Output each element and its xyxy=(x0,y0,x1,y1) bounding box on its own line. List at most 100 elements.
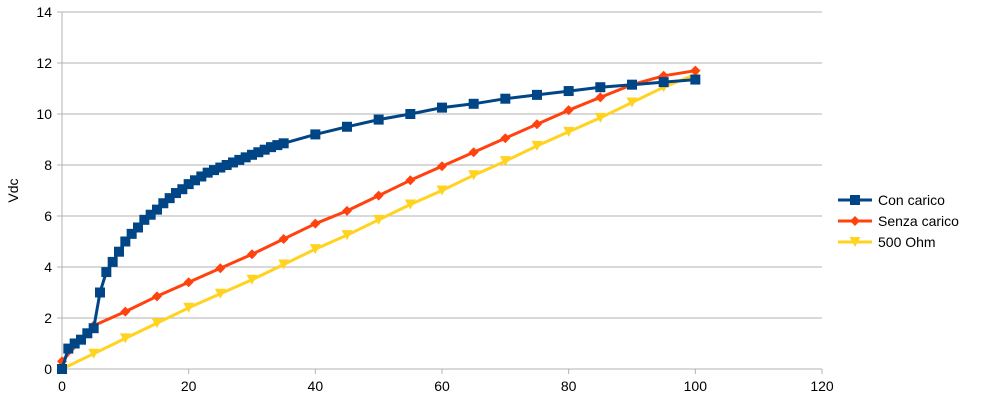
data-point xyxy=(82,328,93,339)
series-500-ohm xyxy=(56,69,701,374)
data-point xyxy=(532,119,542,130)
data-point xyxy=(247,149,257,160)
data-point xyxy=(266,142,276,153)
data-point xyxy=(171,188,181,199)
y-axis-title: Vdc xyxy=(5,178,21,202)
data-point xyxy=(95,287,105,298)
y-tick-label: 2 xyxy=(44,310,52,326)
data-point xyxy=(133,222,143,233)
data-point xyxy=(63,343,74,354)
data-point xyxy=(658,77,669,88)
x-tick-label: 0 xyxy=(58,378,66,394)
data-point xyxy=(221,160,232,170)
legend: Con carico Senza carico 500 Ohm xyxy=(838,192,959,250)
data-point xyxy=(690,65,701,76)
x-tick-label: 80 xyxy=(561,378,577,394)
legend-marker xyxy=(849,237,861,247)
data-point xyxy=(310,218,321,229)
data-point xyxy=(183,302,195,313)
data-point xyxy=(215,263,226,274)
data-point xyxy=(373,114,384,125)
data-point xyxy=(158,198,169,209)
data-point xyxy=(120,236,131,247)
data-point xyxy=(500,133,511,144)
data-point xyxy=(215,162,226,173)
data-point xyxy=(595,92,606,103)
series-con-carico xyxy=(57,74,701,374)
data-point xyxy=(563,126,575,137)
data-point xyxy=(164,193,175,204)
data-point xyxy=(468,98,479,109)
x-tick-label: 100 xyxy=(684,378,708,394)
data-point xyxy=(101,267,112,278)
y-tick-label: 6 xyxy=(44,208,52,224)
data-point xyxy=(373,190,384,201)
data-point xyxy=(234,154,245,165)
data-point xyxy=(145,209,156,220)
data-point xyxy=(563,86,574,97)
data-point xyxy=(240,152,251,163)
y-tick-label: 8 xyxy=(44,157,52,173)
data-point xyxy=(532,89,542,100)
legend-label: Senza carico xyxy=(878,213,959,229)
y-tick-label: 10 xyxy=(36,106,52,122)
legend-label: 500 Ohm xyxy=(878,234,936,250)
data-point xyxy=(563,105,574,116)
data-point xyxy=(139,214,150,225)
data-point xyxy=(342,121,352,132)
data-point xyxy=(437,161,447,172)
legend-marker xyxy=(850,216,860,226)
legend-item: 500 Ohm xyxy=(838,234,936,250)
legend-marker xyxy=(850,195,860,205)
y-tick-label: 4 xyxy=(44,259,52,275)
x-tick-label: 60 xyxy=(434,378,450,394)
data-point xyxy=(88,323,99,334)
data-point xyxy=(437,102,447,113)
data-point xyxy=(247,249,257,260)
data-point xyxy=(114,246,124,257)
data-point xyxy=(209,165,219,176)
data-point xyxy=(183,179,194,190)
data-point xyxy=(152,204,162,215)
legend-label: Con carico xyxy=(878,192,945,208)
data-point xyxy=(405,175,416,186)
data-point xyxy=(594,112,606,123)
data-point xyxy=(152,291,162,302)
data-point xyxy=(177,184,188,195)
data-point xyxy=(246,274,258,285)
data-point xyxy=(228,157,238,168)
data-point xyxy=(341,230,353,241)
data-point xyxy=(595,82,606,93)
data-point xyxy=(119,333,131,344)
y-tick-label: 12 xyxy=(36,55,52,71)
data-point xyxy=(690,74,701,85)
data-point xyxy=(404,199,416,210)
data-point xyxy=(310,129,321,140)
data-point xyxy=(253,147,264,158)
data-point xyxy=(405,109,416,119)
legend-item: Senza carico xyxy=(838,213,959,229)
data-point xyxy=(126,228,137,239)
data-point xyxy=(196,171,207,182)
data-point xyxy=(436,185,448,196)
data-point xyxy=(202,167,213,178)
data-point xyxy=(373,214,385,225)
data-point xyxy=(190,175,200,186)
y-tick-label: 0 xyxy=(44,361,52,377)
data-point xyxy=(468,170,480,181)
data-point xyxy=(278,259,290,270)
y-tick-label: 14 xyxy=(36,4,52,20)
data-point xyxy=(107,256,118,267)
legend-item: Con carico xyxy=(838,192,945,208)
data-point xyxy=(468,147,479,158)
x-tick-label: 40 xyxy=(308,378,324,394)
data-point xyxy=(309,244,321,255)
data-point xyxy=(531,140,543,151)
data-point xyxy=(500,93,511,104)
data-point xyxy=(342,205,352,216)
data-point xyxy=(259,144,270,155)
data-point xyxy=(57,364,67,374)
data-point xyxy=(272,140,283,151)
